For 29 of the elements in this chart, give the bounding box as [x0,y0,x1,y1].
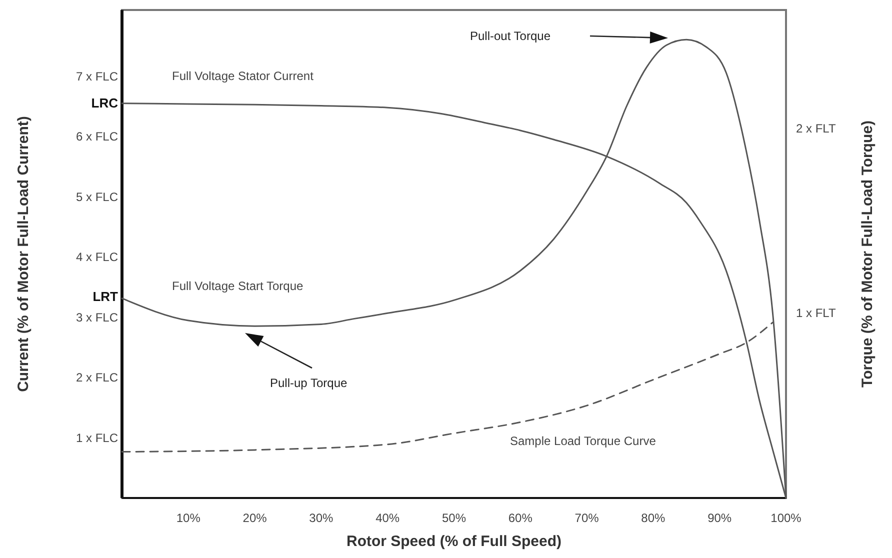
y2-tick-label: 1 x FLT [796,306,836,320]
x-tick-label: 60% [508,511,533,525]
x-tick-label: 10% [176,511,201,525]
y-tick-label: 3 x FLC [76,310,118,324]
y2-axis-title: Torque (% of Motor Full-Load Torque) [859,120,876,388]
x-tick-label: 70% [574,511,600,525]
series-label: Sample Load Torque Curve [510,434,656,448]
y2-tick-label: 2 x FLT [796,121,836,136]
x-tick-label: 100% [770,511,802,525]
y-tick-label: 6 x FLC [76,130,118,144]
x-tick-label: 30% [309,511,334,525]
y-tick-label: 2 x FLC [76,370,118,385]
series-label: Full Voltage Stator Current [172,69,314,83]
y-tick-label: 5 x FLC [76,190,118,204]
x-tick-label: 90% [708,511,732,525]
x-tick-label: 40% [376,511,400,525]
series-label: Full Voltage Start Torque [172,279,304,293]
x-tick-label: 50% [442,511,466,525]
y-tick-label: 7 x FLC [76,69,118,84]
y-tick-label: 4 x FLC [76,250,118,264]
x-tick-label: 80% [641,511,666,525]
y-tick-label: 1 x FLC [76,430,118,445]
y-tick-label: LRC [91,95,119,110]
annotation: Pull-up Torque [270,376,348,390]
y-axis-title: Current (% of Motor Full-Load Current) [15,116,32,392]
y-tick-label: LRT [92,288,118,304]
annotation: Pull-out Torque [470,29,551,43]
x-tick-label: 20% [242,511,268,525]
x-axis-title: Rotor Speed (% of Full Speed) [346,533,562,550]
